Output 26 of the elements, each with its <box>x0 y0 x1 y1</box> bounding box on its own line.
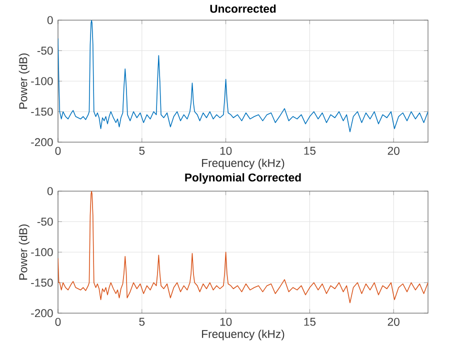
x-tick-label: 5 <box>139 146 145 155</box>
x-tick-label: 5 <box>139 318 145 326</box>
x-tick-label: 10 <box>220 318 232 326</box>
x-tick-label: 15 <box>304 146 316 155</box>
y-tick-label: -50 <box>37 218 53 226</box>
chart-title: Polynomial Corrected <box>185 173 301 184</box>
y-tick-label: -200 <box>31 138 53 146</box>
x-axis-title: Frequency (kHz) <box>202 158 284 170</box>
y-tick-label: 0 <box>47 187 53 196</box>
y-tick-label: 0 <box>47 16 53 24</box>
chart-title: Uncorrected <box>210 4 276 13</box>
y-tick-label: -50 <box>37 46 53 55</box>
y-tick-label: -150 <box>31 278 53 287</box>
y-tick-label: -150 <box>31 108 53 116</box>
y-tick-label: -100 <box>31 77 53 86</box>
x-axis-title: Frequency (kHz) <box>202 330 284 340</box>
y-axis-title: Power (dB) <box>18 53 30 109</box>
x-tick-label: 0 <box>55 318 61 326</box>
y-tick-label: -200 <box>31 309 53 318</box>
x-tick-label: 10 <box>220 146 232 155</box>
y-tick-label: -100 <box>31 248 53 256</box>
x-tick-label: 15 <box>304 318 316 326</box>
y-axis-title: Power (dB) <box>18 224 30 280</box>
x-tick-label: 20 <box>388 318 400 326</box>
x-tick-label: 0 <box>55 146 61 155</box>
x-tick-label: 20 <box>388 146 400 155</box>
